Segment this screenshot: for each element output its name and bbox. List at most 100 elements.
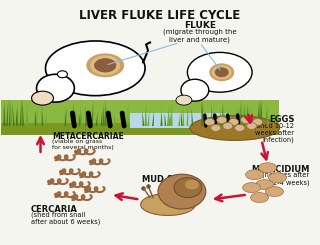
- Ellipse shape: [209, 63, 234, 81]
- Polygon shape: [251, 110, 253, 126]
- Ellipse shape: [190, 116, 279, 140]
- Polygon shape: [16, 110, 18, 126]
- Polygon shape: [65, 113, 67, 126]
- Polygon shape: [160, 106, 162, 126]
- Ellipse shape: [59, 170, 64, 174]
- Polygon shape: [267, 100, 268, 126]
- Polygon shape: [11, 104, 12, 126]
- Ellipse shape: [32, 91, 53, 105]
- Ellipse shape: [54, 193, 59, 196]
- Ellipse shape: [36, 74, 74, 102]
- Ellipse shape: [90, 55, 120, 75]
- Polygon shape: [228, 108, 230, 126]
- Polygon shape: [35, 109, 36, 126]
- Polygon shape: [142, 110, 144, 126]
- Polygon shape: [16, 106, 18, 126]
- Ellipse shape: [174, 178, 202, 197]
- Ellipse shape: [69, 183, 74, 187]
- Ellipse shape: [268, 173, 286, 183]
- Ellipse shape: [229, 119, 239, 125]
- Polygon shape: [246, 109, 248, 126]
- Polygon shape: [213, 110, 215, 126]
- Ellipse shape: [188, 52, 252, 92]
- Polygon shape: [22, 98, 24, 126]
- Polygon shape: [178, 113, 180, 126]
- Ellipse shape: [94, 58, 116, 72]
- Polygon shape: [240, 99, 242, 126]
- Polygon shape: [191, 108, 194, 126]
- Ellipse shape: [256, 180, 274, 190]
- Polygon shape: [211, 105, 213, 126]
- Polygon shape: [45, 111, 47, 126]
- Polygon shape: [3, 101, 5, 126]
- Text: (viable on grass
for several months): (viable on grass for several months): [52, 139, 114, 150]
- Ellipse shape: [45, 41, 145, 96]
- Ellipse shape: [79, 173, 84, 177]
- Ellipse shape: [241, 117, 251, 123]
- Text: (migrate through the
liver and mature): (migrate through the liver and mature): [163, 28, 236, 43]
- Text: (hatches after
2-4 weeks): (hatches after 2-4 weeks): [262, 172, 309, 186]
- Polygon shape: [80, 113, 82, 126]
- Polygon shape: [85, 112, 87, 126]
- Ellipse shape: [47, 180, 52, 184]
- Polygon shape: [171, 98, 172, 126]
- Polygon shape: [259, 103, 261, 126]
- Polygon shape: [236, 109, 237, 126]
- Ellipse shape: [223, 122, 233, 129]
- Ellipse shape: [140, 194, 195, 215]
- Ellipse shape: [94, 58, 116, 72]
- Polygon shape: [73, 103, 75, 126]
- Polygon shape: [257, 101, 259, 126]
- Ellipse shape: [246, 170, 264, 180]
- Text: LIVER FLUKE LIFE CYCLE: LIVER FLUKE LIFE CYCLE: [79, 9, 241, 22]
- Ellipse shape: [235, 124, 244, 132]
- Polygon shape: [181, 110, 183, 126]
- Polygon shape: [42, 106, 44, 126]
- Polygon shape: [239, 104, 241, 126]
- Text: MUD SNAIL: MUD SNAIL: [142, 175, 194, 184]
- Polygon shape: [230, 111, 232, 126]
- Polygon shape: [247, 104, 249, 126]
- Ellipse shape: [86, 53, 124, 77]
- Polygon shape: [220, 110, 222, 126]
- Polygon shape: [145, 107, 147, 126]
- Ellipse shape: [247, 122, 257, 129]
- Ellipse shape: [158, 174, 206, 209]
- Polygon shape: [12, 105, 15, 126]
- Polygon shape: [20, 99, 21, 126]
- Polygon shape: [103, 104, 105, 126]
- Polygon shape: [167, 103, 169, 126]
- Polygon shape: [79, 114, 81, 126]
- Polygon shape: [64, 107, 67, 126]
- Polygon shape: [221, 104, 223, 126]
- Polygon shape: [75, 110, 76, 126]
- Ellipse shape: [74, 150, 79, 154]
- Polygon shape: [114, 111, 116, 126]
- Polygon shape: [152, 111, 154, 126]
- Polygon shape: [260, 100, 262, 126]
- Polygon shape: [144, 103, 147, 126]
- Polygon shape: [3, 111, 5, 126]
- Polygon shape: [100, 109, 102, 126]
- Ellipse shape: [259, 163, 276, 173]
- Ellipse shape: [58, 71, 68, 78]
- Bar: [1, 100, 279, 130]
- Ellipse shape: [243, 183, 260, 193]
- Ellipse shape: [205, 119, 215, 125]
- Polygon shape: [168, 114, 170, 126]
- Bar: [130, 113, 230, 128]
- Polygon shape: [26, 111, 28, 126]
- Polygon shape: [245, 107, 247, 126]
- Polygon shape: [266, 110, 268, 126]
- Polygon shape: [223, 111, 224, 126]
- Polygon shape: [182, 105, 184, 126]
- Text: MIRACIDIUM: MIRACIDIUM: [251, 165, 309, 174]
- Polygon shape: [260, 99, 262, 126]
- Ellipse shape: [215, 67, 229, 77]
- Polygon shape: [91, 102, 93, 126]
- Polygon shape: [243, 102, 245, 126]
- Polygon shape: [95, 112, 98, 126]
- Polygon shape: [201, 100, 203, 126]
- Text: METACERCARIAE: METACERCARIAE: [52, 132, 124, 141]
- Polygon shape: [87, 109, 89, 126]
